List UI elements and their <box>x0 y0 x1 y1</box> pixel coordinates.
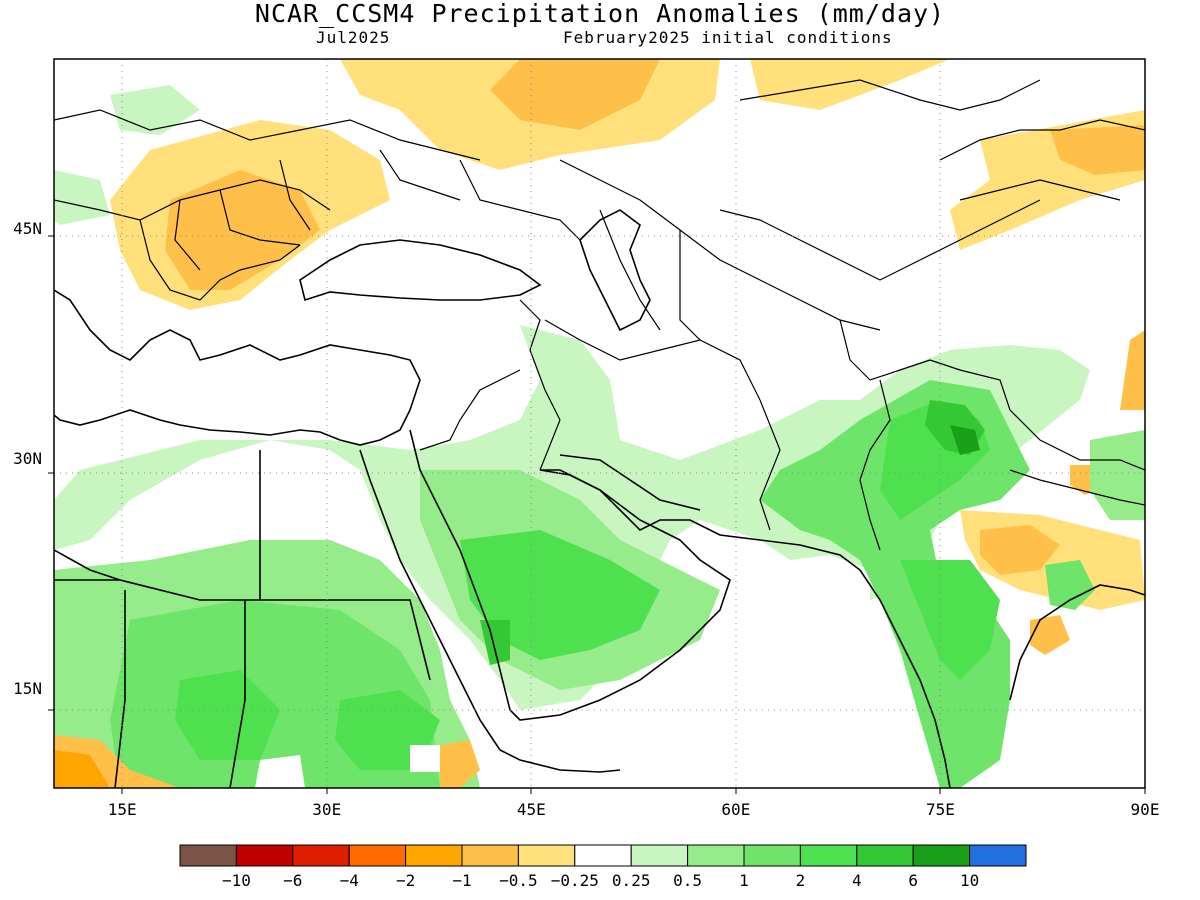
colorbar-swatch <box>179 844 237 867</box>
colorbar-label: 0.25 <box>612 871 651 890</box>
colorbar-label: 1 <box>739 871 749 890</box>
colorbar-swatch <box>461 844 519 867</box>
latitude-label: 15N <box>13 679 42 698</box>
colorbar-swatch <box>799 844 858 867</box>
colorbar-swatch <box>912 844 971 867</box>
colorbar-swatch <box>348 844 407 867</box>
colorbar-swatch <box>292 844 350 867</box>
anomaly-region-india-wet <box>760 380 1030 788</box>
anomaly-region-far-east-dry <box>1120 330 1145 410</box>
colorbar-label: −10 <box>222 871 251 890</box>
coastlines <box>54 209 1145 788</box>
anomaly-region-yemen-wet-max <box>480 620 510 665</box>
colorbar-label: −6 <box>283 871 302 890</box>
colorbar-labels: −10 −6 −4 −2 −1 −0.5 −0.25 0.25 0.5 1 2 4 6 10 <box>222 871 979 890</box>
colorbar-label: −1 <box>452 871 471 890</box>
colorbar-label: 10 <box>960 871 979 890</box>
colorbar-label: −0.5 <box>499 871 538 890</box>
anomaly-region-east-africa-dry <box>440 740 480 788</box>
anomaly-region-west-europe-wet <box>54 170 110 225</box>
colorbar-swatch <box>969 844 1027 867</box>
longitude-label: 60E <box>721 800 750 819</box>
map-frame <box>53 58 1146 789</box>
colorbar-swatch <box>743 844 801 867</box>
longitude-label: 75E <box>926 800 955 819</box>
chart-title: NCAR_CCSM4 Precipitation Anomalies (mm/d… <box>254 0 946 28</box>
anomaly-region-west-africa-dry-core <box>54 750 110 788</box>
colorbar-label: −4 <box>340 871 359 890</box>
colorbar-label: 2 <box>796 871 806 890</box>
anomaly-region-bengal-dry-core <box>980 525 1060 575</box>
anomaly-shading <box>54 59 1145 788</box>
anomaly-region-north-east-dry <box>750 59 950 110</box>
anomaly-region-bay-dry <box>1030 615 1070 655</box>
anomaly-region-africa-neutral-2 <box>255 755 305 788</box>
country-borders <box>54 79 1145 551</box>
colorbar-label: 4 <box>852 871 862 890</box>
anomaly-region-mongolia-dry-core <box>1050 125 1145 175</box>
colorbar-label: 0.5 <box>673 871 702 890</box>
anomaly-region-bay-wet <box>1045 560 1095 610</box>
longitude-label: 30E <box>312 800 341 819</box>
latitude-labels: 15N 30N 45N <box>13 219 42 698</box>
axis-ticks <box>48 235 1146 794</box>
colorbar-swatch <box>574 844 632 867</box>
colorbar-label: −2 <box>396 871 415 890</box>
longitude-label: 15E <box>108 800 137 819</box>
anomaly-region-africa-wet-core <box>175 670 280 760</box>
colorbar-swatch <box>405 844 463 867</box>
colorbar-label: 6 <box>908 871 918 890</box>
colorbar-swatch <box>630 844 689 867</box>
colorbar-swatch <box>235 844 294 867</box>
anomaly-region-africa-neutral <box>410 745 440 772</box>
colorbar-swatch <box>687 844 745 867</box>
anomaly-region-russia-dry-core <box>490 59 660 130</box>
anomaly-region-balkans-dry-core <box>165 170 320 290</box>
longitude-labels: 15E 30E 45E 60E 75E 90E <box>108 800 1160 819</box>
valid-month: Jul2025 <box>316 28 391 47</box>
longitude-label: 45E <box>517 800 546 819</box>
colorbar-swatch <box>856 844 914 867</box>
colorbar <box>179 844 1027 867</box>
anomaly-region-india-central-wet <box>900 560 1000 680</box>
colorbar-label: −0.25 <box>551 871 599 890</box>
longitude-label: 90E <box>1131 800 1160 819</box>
anomaly-region-east-wet <box>1090 430 1145 520</box>
latitude-label: 30N <box>13 449 42 468</box>
anomaly-region-kashmir-wet-peak <box>950 425 980 455</box>
initial-conditions: February2025 initial conditions <box>563 28 893 47</box>
latitude-label: 45N <box>13 219 42 238</box>
colorbar-swatch <box>517 844 576 867</box>
